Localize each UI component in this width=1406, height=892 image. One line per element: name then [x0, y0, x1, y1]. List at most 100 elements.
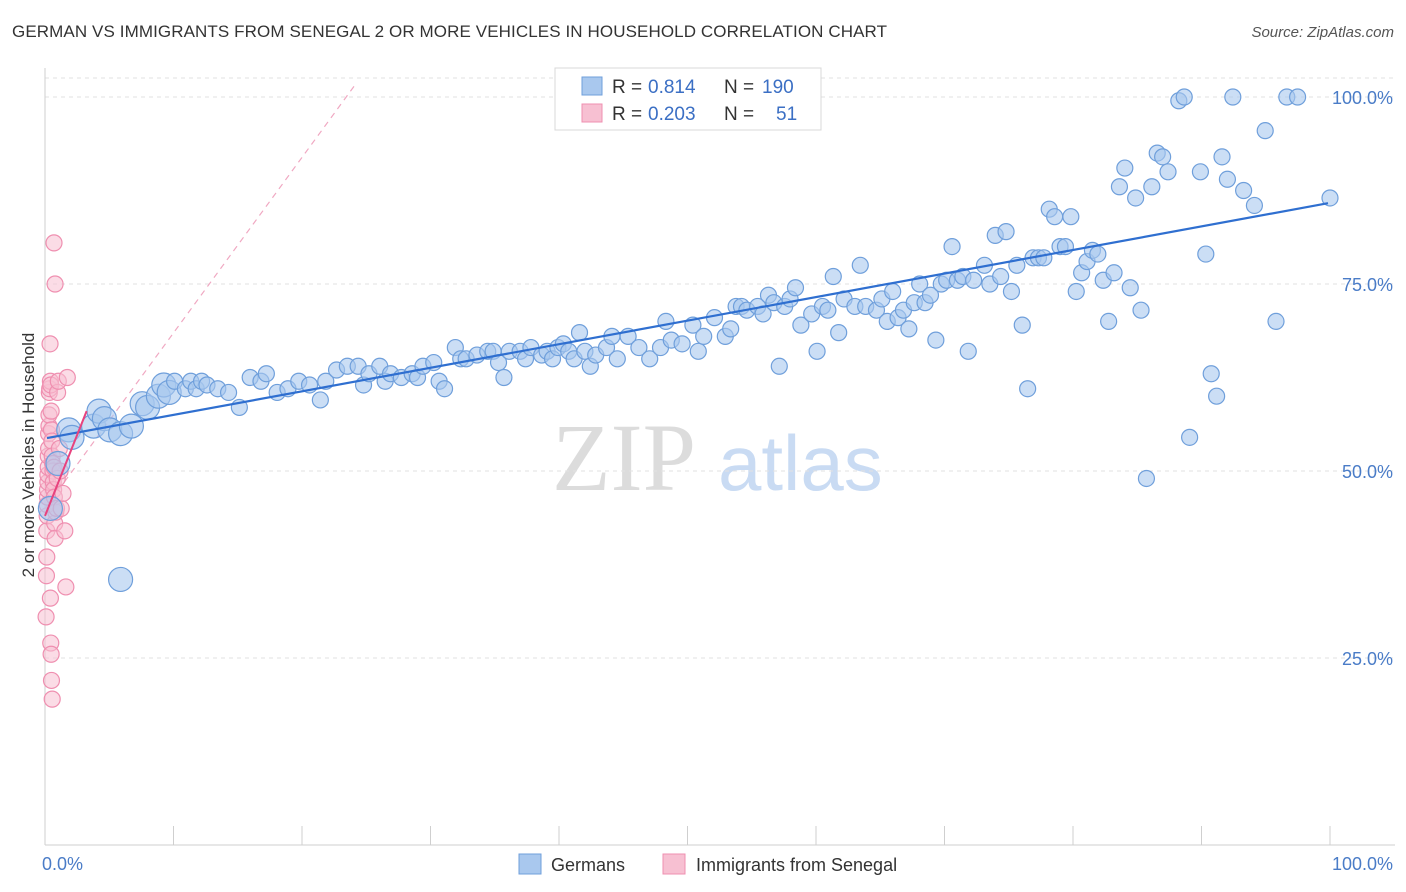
german-point-9: [118, 413, 144, 439]
senegal-point-45: [41, 589, 60, 607]
german-point-73: [608, 350, 626, 368]
german-point-157: [1132, 301, 1150, 319]
german-point-167: [1197, 245, 1215, 263]
german-point-86: [722, 320, 740, 338]
trendlines: [44, 202, 1329, 517]
german-point-165: [1181, 428, 1199, 446]
senegal-point-44: [58, 368, 76, 387]
german-point-156: [1127, 189, 1145, 207]
german-point-112: [884, 282, 902, 301]
german-points: [37, 88, 1339, 593]
german-point-151: [1100, 312, 1118, 330]
german-point-83: [695, 327, 713, 345]
gridlines: [45, 77, 1395, 659]
german-point-55: [495, 368, 513, 387]
german-point-159: [1143, 178, 1161, 196]
senegal-point-1: [37, 567, 56, 585]
german-point-178: [1289, 88, 1307, 106]
german-point-26: [257, 365, 275, 383]
german-point-127: [965, 271, 983, 289]
legend-r-label-2: R =: [612, 104, 642, 125]
german-point-107: [851, 256, 869, 274]
german-point-168: [1202, 365, 1220, 383]
german-point-180: [107, 566, 134, 593]
legend-n-value-2: 51: [776, 104, 797, 125]
german-point-102: [819, 301, 837, 319]
german-point-104: [830, 324, 848, 342]
german-point-132: [997, 223, 1015, 241]
senegal-trendline: [44, 410, 88, 517]
german-point-145: [1067, 282, 1085, 301]
german-point-172: [1224, 88, 1242, 106]
senegal-point-48: [42, 671, 61, 690]
german-point-169: [1208, 387, 1226, 405]
chart-title: GERMAN VS IMMIGRANTS FROM SENEGAL 2 OR M…: [12, 22, 888, 41]
german-point-94: [770, 357, 788, 375]
german-point-136: [1019, 380, 1037, 398]
reference-line: [44, 84, 356, 509]
german-point-98: [792, 316, 810, 334]
legend-r-value-2: 0.203: [648, 104, 696, 125]
german-point-67: [570, 324, 589, 342]
y-tick-label-0: 25.0%: [1342, 649, 1393, 669]
watermark-zip: ZIP: [552, 404, 696, 511]
legend-r-value-1: 0.814: [648, 77, 696, 98]
senegal-point-47: [42, 645, 60, 663]
german-point-133: [1002, 282, 1021, 301]
y-tick-label-3: 100.0%: [1332, 88, 1393, 108]
german-point-97: [786, 279, 805, 297]
legend-n-label-2: N =: [724, 104, 754, 125]
german-point-31: [311, 391, 329, 409]
senegal-point-51: [46, 275, 64, 293]
legend-swatch-germans: [581, 76, 603, 96]
german-point-22: [219, 383, 238, 402]
senegal-point-49: [43, 690, 61, 708]
german-point-120: [927, 331, 945, 349]
senegal-point-42: [56, 522, 74, 540]
german-point-154: [1116, 159, 1134, 177]
bottom-legend-swatch-senegal: [662, 853, 686, 875]
german-point-175: [1256, 122, 1274, 140]
german-trendline: [46, 202, 1329, 440]
legend: R = 0.814 N = 190 R = 0.203 N = 51: [554, 67, 822, 131]
german-point-139: [1035, 249, 1053, 267]
senegal-point-41: [54, 484, 72, 503]
y-axis-label: 2 or more Vehicles in Household: [19, 333, 38, 578]
german-point-176: [1267, 312, 1285, 330]
german-point-155: [1121, 279, 1139, 297]
german-point-152: [1105, 264, 1123, 282]
y-tick-labels: 25.0% 50.0% 75.0% 100.0%: [1332, 88, 1393, 669]
german-point-100: [808, 342, 826, 360]
senegal-point-21: [42, 402, 60, 420]
german-point-158: [1137, 469, 1156, 488]
german-point-117: [911, 275, 929, 293]
german-point-131: [992, 267, 1010, 286]
bottom-legend: Germans Immigrants from Senegal: [518, 853, 897, 875]
x-tick-label-0: 0.0%: [42, 854, 83, 874]
german-point-103: [824, 267, 842, 286]
german-point-173: [1235, 181, 1253, 200]
german-point-82: [689, 342, 707, 360]
german-point-171: [1218, 170, 1237, 188]
german-point-75: [630, 338, 648, 357]
legend-n-label-1: N =: [724, 77, 754, 98]
german-point-47: [435, 380, 454, 398]
x-tick-label-1: 100.0%: [1332, 854, 1393, 874]
bottom-legend-swatch-germans: [518, 853, 542, 875]
german-point-162: [1159, 163, 1177, 181]
german-point-115: [900, 320, 918, 338]
german-point-78: [657, 312, 675, 330]
german-point-149: [1089, 245, 1107, 263]
german-point-119: [921, 286, 940, 304]
bottom-legend-senegal: Immigrants from Senegal: [696, 855, 897, 875]
y-tick-label-1: 50.0%: [1342, 462, 1393, 482]
x-tick-labels: 0.0% 100.0%: [42, 854, 1393, 874]
senegal-point-2: [38, 548, 56, 566]
german-point-135: [1013, 316, 1031, 334]
german-point-0: [37, 495, 63, 521]
senegal-point-0: [37, 608, 55, 626]
senegal-point-18: [41, 335, 59, 353]
senegal-point-50: [45, 234, 63, 252]
legend-swatch-senegal: [581, 103, 603, 123]
